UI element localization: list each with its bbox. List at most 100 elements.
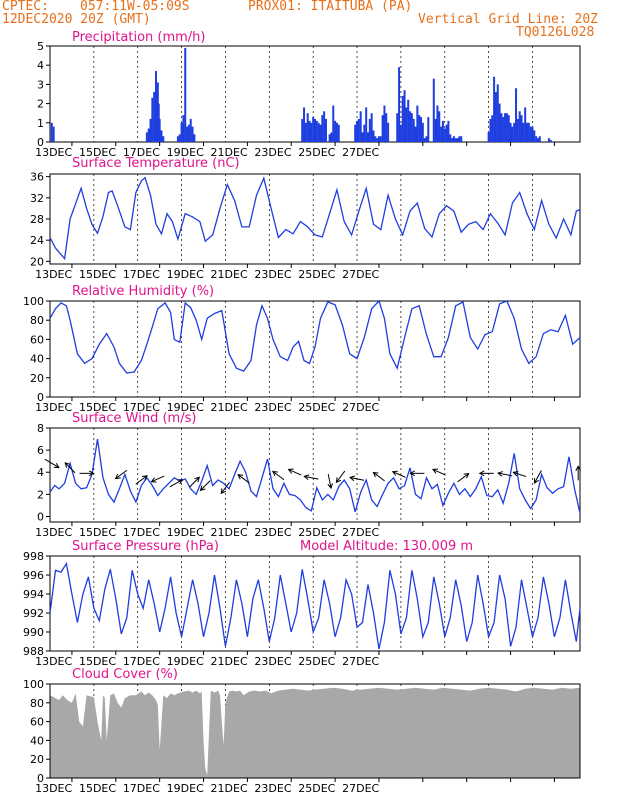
precip-bar bbox=[409, 111, 412, 142]
precip-bar bbox=[182, 115, 185, 142]
x-tick-label: 13DEC bbox=[35, 401, 72, 414]
precip-bar bbox=[460, 136, 463, 142]
precip-bar bbox=[432, 78, 435, 142]
y-tick-label: 988 bbox=[23, 645, 44, 658]
y-tick-label: 5 bbox=[37, 40, 44, 53]
y-tick-label: 80 bbox=[30, 314, 44, 327]
y-tick-label: 8 bbox=[37, 422, 44, 435]
wind-arrow-head bbox=[533, 477, 539, 484]
x-tick-label: 19DEC bbox=[167, 146, 204, 159]
x-tick-label: 25DEC bbox=[298, 146, 335, 159]
precip-bar bbox=[191, 126, 194, 142]
precip-bar bbox=[438, 111, 441, 142]
x-tick-label: 25DEC bbox=[298, 782, 335, 795]
precip-bar bbox=[518, 111, 521, 142]
precip-bar bbox=[315, 120, 318, 142]
wind-arrow bbox=[151, 475, 165, 483]
precip-bar bbox=[383, 105, 386, 142]
precip-bar bbox=[416, 105, 419, 142]
precip-bar bbox=[356, 120, 359, 142]
wind-arrow-head bbox=[141, 475, 148, 481]
header-station: PROX01: ITAITUBA (PA) bbox=[248, 0, 413, 14]
precip-bar bbox=[513, 122, 516, 142]
header-coords: 057:11W-05:09S bbox=[80, 0, 190, 14]
header-run: 12DEC2020 20Z (GMT) bbox=[2, 12, 151, 27]
wind-arrow-head bbox=[335, 477, 342, 484]
precip-bar bbox=[308, 120, 311, 142]
wind-arrow-head bbox=[199, 485, 206, 492]
precip-bar bbox=[304, 122, 307, 142]
x-tick-label: 25DEC bbox=[298, 526, 335, 539]
y-tick-label: 20 bbox=[30, 372, 44, 385]
precip-bar bbox=[531, 126, 534, 142]
x-tick-label: 27DEC bbox=[342, 401, 379, 414]
precip-bar bbox=[162, 136, 165, 142]
precip-bar bbox=[328, 134, 331, 142]
precip-bar bbox=[158, 118, 161, 142]
precip-bar bbox=[436, 105, 439, 142]
precip-bar bbox=[529, 126, 532, 142]
x-tick-label: 17DEC bbox=[123, 655, 160, 668]
x-tick-label: 13DEC bbox=[35, 146, 72, 159]
wind-arrow-head bbox=[220, 488, 227, 495]
precip-bar bbox=[403, 90, 406, 142]
precip-bar bbox=[401, 95, 404, 142]
wind-arrow-head bbox=[512, 470, 519, 477]
x-tick-label: 15DEC bbox=[79, 146, 116, 159]
wind-arrow bbox=[534, 470, 542, 484]
x-tick-label: 17DEC bbox=[123, 401, 160, 414]
precip-bar bbox=[398, 67, 401, 142]
y-tick-label: 100 bbox=[23, 295, 44, 308]
x-tick-label: 21DEC bbox=[211, 655, 248, 668]
y-tick-label: 40 bbox=[30, 353, 44, 366]
precip-bar bbox=[509, 122, 512, 142]
wind-arrow bbox=[335, 470, 346, 483]
wind-arrow-head bbox=[463, 472, 470, 479]
x-tick-label: 27DEC bbox=[342, 526, 379, 539]
wind-arrow bbox=[497, 472, 513, 477]
precip-bar bbox=[176, 136, 179, 142]
precip-bar bbox=[535, 136, 538, 142]
x-tick-label: 27DEC bbox=[342, 146, 379, 159]
panel-title: Relative Humidity (%) bbox=[72, 284, 214, 299]
x-tick-label: 19DEC bbox=[167, 268, 204, 281]
wind-arrow-head bbox=[303, 474, 310, 480]
panel-title: Surface Temperature (nC) bbox=[72, 156, 240, 171]
x-tick-label: 21DEC bbox=[211, 782, 248, 795]
wind-arrow-head bbox=[64, 462, 71, 468]
panel-title: Surface Pressure (hPa) bbox=[72, 539, 219, 554]
precip-bar bbox=[418, 115, 421, 142]
precip-bar bbox=[365, 107, 368, 142]
precip-bar bbox=[334, 120, 337, 142]
precip-bar bbox=[184, 47, 187, 142]
precip-bar bbox=[317, 122, 320, 142]
wind-arrow bbox=[200, 480, 211, 491]
x-tick-label: 27DEC bbox=[342, 655, 379, 668]
wind-arrow-head bbox=[478, 470, 485, 477]
header-grid-note: Vertical Grid Line: 20Z bbox=[418, 12, 599, 27]
precip-bar bbox=[354, 124, 357, 142]
wind-arrow-head bbox=[372, 471, 379, 478]
y-tick-label: 32 bbox=[30, 192, 44, 205]
precip-bar bbox=[447, 120, 450, 142]
wind-arrow bbox=[272, 470, 285, 481]
precip-bar bbox=[498, 103, 501, 142]
precip-bar bbox=[186, 126, 189, 142]
precip-bar bbox=[379, 136, 382, 142]
wind-arrow-head bbox=[391, 470, 398, 476]
x-tick-label: 19DEC bbox=[167, 655, 204, 668]
precip-bar bbox=[372, 130, 375, 142]
x-tick-label: 23DEC bbox=[254, 268, 291, 281]
precip-bar bbox=[370, 113, 373, 142]
x-tick-label: 27DEC bbox=[342, 782, 379, 795]
precip-bar bbox=[335, 122, 338, 142]
x-tick-label: 25DEC bbox=[298, 655, 335, 668]
wind-arrow bbox=[432, 468, 446, 476]
precip-bar bbox=[516, 118, 519, 142]
x-tick-label: 25DEC bbox=[298, 401, 335, 414]
precip-bar bbox=[524, 107, 527, 142]
x-tick-label: 23DEC bbox=[254, 655, 291, 668]
series-line bbox=[49, 561, 581, 650]
y-tick-label: 28 bbox=[30, 213, 44, 226]
precip-bar bbox=[527, 122, 530, 142]
